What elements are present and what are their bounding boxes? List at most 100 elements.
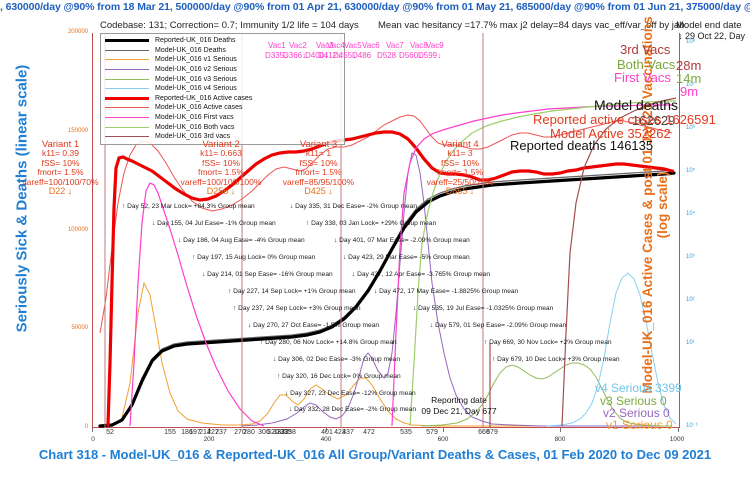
left-tick-100000: 100000 (67, 226, 88, 233)
annotation-day-227: ↑ Day 227, 14 Sep Lock= +1% Group mean (228, 288, 356, 295)
xtick-label-280: 280 (243, 429, 255, 436)
variant-2-title: Variant 2 (202, 139, 240, 150)
legend-label-v1-serious: Model-UK_016 v1 Serious (155, 56, 237, 64)
series-v3-serious-path (421, 362, 672, 427)
legend-item-v4-serious[interactable]: Model-UK_016 v4 Serious (101, 84, 344, 94)
legend-item-third-vacs[interactable]: Model-UK_016 3rd vacs (101, 132, 344, 142)
annotation-day-327: ↓ Day 327, 23 Dec Ease= -12% Group mean (285, 390, 416, 397)
callout-model-deaths: Model deaths (594, 97, 679, 113)
vac4-label: Vac4 (327, 41, 345, 50)
legend-item-model-deaths[interactable]: Model-UK_016 Deaths (101, 46, 344, 56)
annotation-day-335: ↓ Day 335, 31 Dec Ease= -2% Group mean (290, 203, 417, 210)
vac2-day: D366↓ (283, 51, 307, 60)
variant-1-fmort: fmort= 1.5% (37, 167, 84, 178)
xtick-label-197: 197 (189, 429, 201, 436)
left-tick-200000: 200000 (67, 29, 88, 35)
variant-2-vareff: vareff=100/100/100% (180, 176, 262, 187)
annotation-day-320: ↑ Day 320, 16 Dec Lock= 0% Group mean (277, 373, 401, 380)
xtick-mark-200 (209, 428, 210, 432)
callout-reported-active: Reported active cases 1626591 (533, 112, 716, 127)
xtick-major-1000: 1000 (669, 436, 685, 443)
variant-2-fss: fSS= 10% (201, 157, 241, 168)
chart-legend[interactable]: Reported-UK_016 Deaths Model-UK_016 Deat… (100, 33, 345, 145)
legend-swatch-reported-active (105, 96, 149, 100)
xtick-label-535: 535 (400, 429, 412, 436)
legend-label-v4-serious: Model-UK_016 v4 Serious (155, 85, 237, 93)
variant-1-k11: k11= 0.39 (42, 148, 79, 159)
vac5-label: Vac5 (344, 41, 362, 50)
left-tick-50000: 50000 (71, 325, 88, 332)
right-tick-1e7: 10⁷ (686, 82, 695, 88)
vac2-label: Vac2 (289, 41, 307, 50)
legend-item-v2-serious[interactable]: Model-UK_016 v2 Serious (101, 65, 344, 75)
annotation-day-306: ↓ Day 306, 02 Dec Ease= -3% Group mean (273, 356, 400, 363)
plot-area: 200000 150000 100000 50000 0 10⁸ 10⁷ 10⁶… (68, 29, 698, 432)
xtick-label-186: 186 (181, 429, 193, 436)
left-axis-title: Seriously Sick & Deaths (linear scale) (13, 64, 31, 333)
vaccine-hesitancy-label: Mean vac hesitancy =17.7% max j2 delay=8… (378, 20, 685, 31)
right-tick-1e1: 10¹ (686, 340, 695, 346)
callout-both-vacs: Both Vacs (617, 57, 676, 72)
callout-model-deaths-value: 162629 (632, 113, 676, 128)
variant-3-vareff: vareff=85/95/100% (282, 176, 355, 187)
legend-swatch-third-vacs (105, 136, 149, 138)
legend-item-v1-serious[interactable]: Model-UK_016 v1 Serious (101, 55, 344, 65)
vac8-label: Vac8 (410, 41, 428, 50)
callout-9m: 9m (680, 84, 699, 99)
legend-label-third-vacs: Model-UK_016 3rd vacs (155, 133, 231, 141)
variant-3-title: Variant 3 (299, 139, 338, 150)
left-tick-0: 0 (84, 424, 88, 430)
model-end-date-value: ↓ 29 Oct 22, Day (678, 31, 746, 41)
annotation-day-423: ↓ Day 423, 29 Mar Ease= -5% Group mean (343, 254, 470, 261)
right-tick-1e4: 10⁴ (686, 211, 695, 217)
annotation-day-401: ↓ Day 401, 07 Mar Ease= -2.09% Group mea… (334, 237, 470, 244)
legend-item-v3-serious[interactable]: Model-UK_016 v3 Serious (101, 74, 344, 84)
callout-v1-serious: v1 Serious 0 (606, 418, 673, 432)
xtick-mark-600 (443, 428, 444, 432)
variant-1-fss: fSS= 10% (41, 157, 80, 168)
series-reported-deaths-path (98, 171, 676, 428)
legend-item-first-vacs[interactable]: Model-UK_016 First vacs (101, 113, 344, 123)
legend-item-reported-deaths[interactable]: Reported-UK_016 Deaths (101, 36, 344, 46)
variant-4-fss: fSS= 10% (440, 157, 480, 168)
xtick-major-600: 600 (437, 436, 449, 443)
legend-swatch-model-active (105, 107, 149, 109)
legend-swatch-model-deaths (105, 49, 149, 51)
annotation-day-669: ↑ Day 669, 30 Nov Lock= +2% Group mean (484, 339, 612, 346)
right-tick-1e5: 10⁵ (686, 168, 695, 174)
xtick-label-332: 332 (277, 429, 289, 436)
annotation-day-535: ↓ Day 535, 19 Jul Ease= -1.0325% Group m… (413, 305, 554, 312)
left-tick-150000: 150000 (67, 127, 88, 134)
annotation-day-332: ↓ Day 332, 28 Dec Ease= -2% Group mean (289, 406, 416, 413)
legend-item-reported-active[interactable]: Reported-UK_016 Active cases (101, 94, 344, 104)
legend-swatch-reported-deaths (105, 39, 149, 43)
vaccination-schedule-header: , 630000/day @90% from 18 Mar 21, 500000… (0, 1, 750, 13)
legend-item-model-active[interactable]: Model-UK_016 Active cases (101, 103, 344, 113)
variant-4-vareff: vareff=25/50/70% (426, 176, 494, 187)
vac6-day: D486 (352, 51, 372, 60)
annotation-day-270: ↓ Day 270, 27 Oct Ease= -1.5% Group mean (248, 322, 380, 329)
variant-2-fmort: fmort= 1.5% (197, 167, 245, 178)
variant-3-k11: k11= 1 (305, 148, 332, 159)
legend-swatch-both-vacs (105, 126, 149, 128)
vac6-label: Vac6 (362, 41, 380, 50)
variant-2-params: Variant 2 k11= 0.663 fSS= 10% fmort= 1.5… (166, 140, 276, 196)
callout-model-active: Model Active 352262 (550, 126, 671, 141)
annotation-day-186: ↓ Day 186, 04 Aug Ease= -4% Group mean (178, 237, 305, 244)
variant-4-params: Variant 4 k11= 3 fSS= 10% fmort= 1.5% va… (405, 140, 515, 196)
xtick-label-401: 401 (321, 429, 333, 436)
callout-28m: 28m (676, 58, 702, 73)
series-v1-serious-path (101, 281, 672, 427)
legend-item-both-vacs[interactable]: Model-UK_016 Both vacs (101, 122, 344, 132)
vac1-day: D335↓ (265, 51, 289, 60)
right-tick-1e6-label: 10⁶ (686, 125, 696, 131)
legend-swatch-v4-serious (105, 88, 149, 90)
series-both-vacs-path (409, 100, 676, 427)
xtick-label-679: 679 (486, 429, 498, 436)
variant-2-day: D256 ↓ (206, 186, 236, 197)
annotation-day-437: ↓ Day 437, 12 Apr Ease= -3.765% Group me… (352, 271, 491, 278)
annotation-day-472: ↓ Day 472, 17 May Ease= -1.8825% Group m… (374, 288, 519, 295)
variant-1-title: Variant 1 (41, 139, 80, 150)
annotation-day-237: ↑ Day 237, 24 Sep Lock= +3% Group mean (233, 305, 361, 312)
